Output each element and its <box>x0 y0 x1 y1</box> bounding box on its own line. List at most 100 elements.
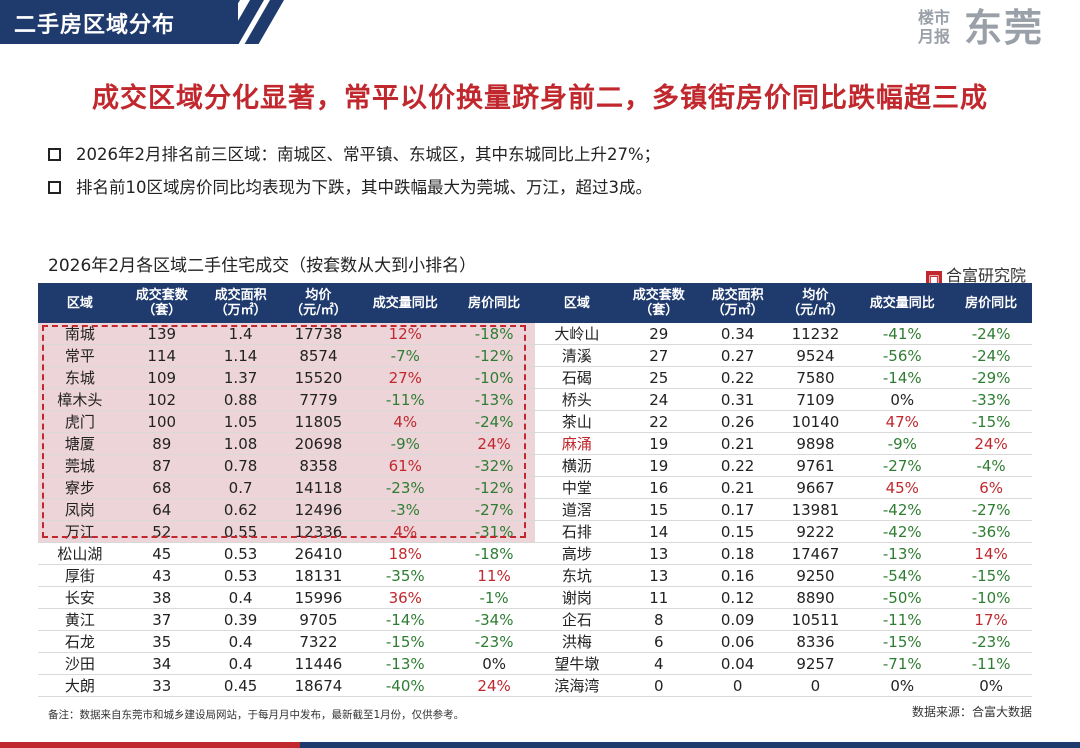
table-cell: -42% <box>882 522 922 541</box>
table-row: 常平 114 1.14 8574 -7% -12% 清溪 27 0.27 9524 -56% -24% <box>38 345 1032 367</box>
table-cell: 24% <box>477 676 511 695</box>
table-cell: 0 <box>732 676 743 695</box>
table-cell: 52 <box>121 521 202 542</box>
table-row: 南城 139 1.4 17738 12% -18% 大岭山 29 0.34 11232 -41% -2… <box>38 323 1032 345</box>
table-cell: -41% <box>882 324 922 343</box>
table-cell: 114 <box>121 345 202 366</box>
table-cell: 0% <box>482 654 506 673</box>
table-cell: 沙田 <box>64 655 95 673</box>
table-cell: -12% <box>453 345 535 366</box>
table-cell: 35 <box>152 632 172 651</box>
table-cell: 樟木头 <box>38 389 122 410</box>
table-cell: 1.4 <box>201 323 280 344</box>
column-header: 均价 （元/㎡） <box>280 283 358 323</box>
brand-big-text: 东莞 <box>964 6 1045 50</box>
bullet-list: 2026年2月排名前三区域：南城区、常平镇、东城区，其中东城同比上升27%； 排… <box>48 142 660 208</box>
column-header-label: 房价同比 <box>965 295 1018 311</box>
table-cell: 45 <box>152 544 172 563</box>
column-header-label: 成交套数 <box>632 288 685 303</box>
column-header: 成交量同比 <box>854 283 950 323</box>
table-row: 凤岗 64 0.62 12496 -3% -27% 道滘 15 0.17 13981 -42% -27… <box>38 499 1032 521</box>
table-cell: 高埗 <box>561 545 592 563</box>
table-cell: 4 <box>653 654 664 673</box>
table-cell: 桥头 <box>561 391 592 409</box>
table-cell: 0.16 <box>720 566 755 585</box>
table-cell: 6 <box>653 632 664 651</box>
table-cell: -13% <box>453 389 535 410</box>
table-cell: 34 <box>152 654 172 673</box>
table-cell: 24% <box>453 433 535 454</box>
table-cell: 0 <box>653 676 664 695</box>
table-cell: -10% <box>971 588 1011 607</box>
table-cell: 9250 <box>796 566 835 585</box>
table-cell: -14% <box>882 368 922 387</box>
column-header-label: 成交套数 <box>135 288 188 303</box>
headline: 成交区域分化显著，常平以价换量跻身前二，多镇街房价同比跌幅超三成 <box>92 83 988 114</box>
table-cell: -7% <box>357 345 454 366</box>
table-cell: 9761 <box>796 456 835 475</box>
table-cell: 东坑 <box>561 567 592 585</box>
table-cell: 17738 <box>279 323 358 344</box>
column-header: 成交套数 （套） <box>122 283 202 323</box>
brand-logo: 楼市月报 东莞 <box>918 6 1058 52</box>
table-cell: 0.18 <box>720 544 755 563</box>
table-cell: -24% <box>453 411 535 432</box>
column-header-unit: （万㎡） <box>214 303 267 318</box>
column-header: 房价同比 <box>950 283 1032 323</box>
table-row: 沙田 34 0.4 11446 -13% 0% 望牛墩 4 0.04 9257 -71% -11% <box>38 653 1032 675</box>
table-cell: -15% <box>971 412 1011 431</box>
table-cell: 109 <box>121 367 202 388</box>
table-cell: 莞城 <box>38 455 122 476</box>
table-cell: 11 <box>649 588 669 607</box>
table-row: 长安 38 0.4 15996 36% -1% 谢岗 11 0.12 8890 -50% -10% <box>38 587 1032 609</box>
column-header: 成交面积 （万㎡） <box>699 283 777 323</box>
table-cell: -15% <box>385 632 425 651</box>
table-cell: 0.06 <box>720 632 755 651</box>
table-cell: 寮步 <box>38 477 122 498</box>
table-cell: -14% <box>385 610 425 629</box>
table-cell: 常平 <box>38 345 122 366</box>
column-header-label: 成交面积 <box>711 288 764 303</box>
column-header-label: 均价 <box>305 288 332 303</box>
table-cell: 0.53 <box>223 544 258 563</box>
table-cell: 27% <box>357 367 454 388</box>
data-source: 数据来源：合富大数据 <box>911 705 1032 719</box>
table-cell: 南城 <box>38 323 122 344</box>
table-row: 石龙 35 0.4 7322 -15% -23% 洪梅 6 0.06 8336 -15% -23% <box>38 631 1032 653</box>
table-cell: 15 <box>649 500 669 519</box>
table-cell: 9257 <box>796 654 835 673</box>
table-cell: 0.21 <box>720 478 755 497</box>
table-row: 万江 52 0.55 12336 4% -31% 石排 14 0.15 9222 -42% -36% <box>38 521 1032 543</box>
table-cell: 0.26 <box>720 412 755 431</box>
table-row: 黄江 37 0.39 9705 -14% -34% 企石 8 0.09 10511 -11% 17% <box>38 609 1032 631</box>
table-cell: -18% <box>453 323 535 344</box>
table-cell: 18674 <box>294 676 343 695</box>
header-bar: 二手房区域分布 <box>0 0 1080 44</box>
table-title: 2026年2月各区域二手住宅成交（按套数从大到小排名） <box>48 256 477 276</box>
table-header-row: 区域 成交套数 （套） 成交面积 （万㎡） 均价 （元/㎡） 成交量同比 房价同比 区域 成交套数（… <box>38 283 1032 323</box>
table-cell: 0.62 <box>201 499 280 520</box>
checkbox-square-icon <box>48 148 61 161</box>
table-cell: -15% <box>971 566 1011 585</box>
table-cell: 33 <box>152 676 172 695</box>
table-cell: 0.21 <box>720 434 755 453</box>
table-cell: 7779 <box>279 389 358 410</box>
table-cell: 11805 <box>279 411 358 432</box>
table-cell: -11% <box>357 389 454 410</box>
table-cell: -24% <box>971 324 1011 343</box>
column-header-label: 成交量同比 <box>869 295 935 311</box>
table-cell: -56% <box>882 346 922 365</box>
table-cell: 12496 <box>279 499 358 520</box>
table-cell: 0% <box>979 676 1003 695</box>
table-cell: 0.4 <box>228 632 253 651</box>
column-header-label: 区域 <box>66 295 93 311</box>
table-row: 虎门 100 1.05 11805 4% -24% 茶山 22 0.26 10140 47% -15% <box>38 411 1032 433</box>
table-cell: 麻涌 <box>561 435 592 453</box>
footer-bar <box>0 742 1080 748</box>
table-cell: -54% <box>882 566 922 585</box>
table-cell: 17% <box>974 610 1008 629</box>
column-header: 房价同比 <box>453 283 535 323</box>
table-cell: 8358 <box>279 455 358 476</box>
table-cell: 38 <box>152 588 172 607</box>
table-cell: 0.09 <box>720 610 755 629</box>
